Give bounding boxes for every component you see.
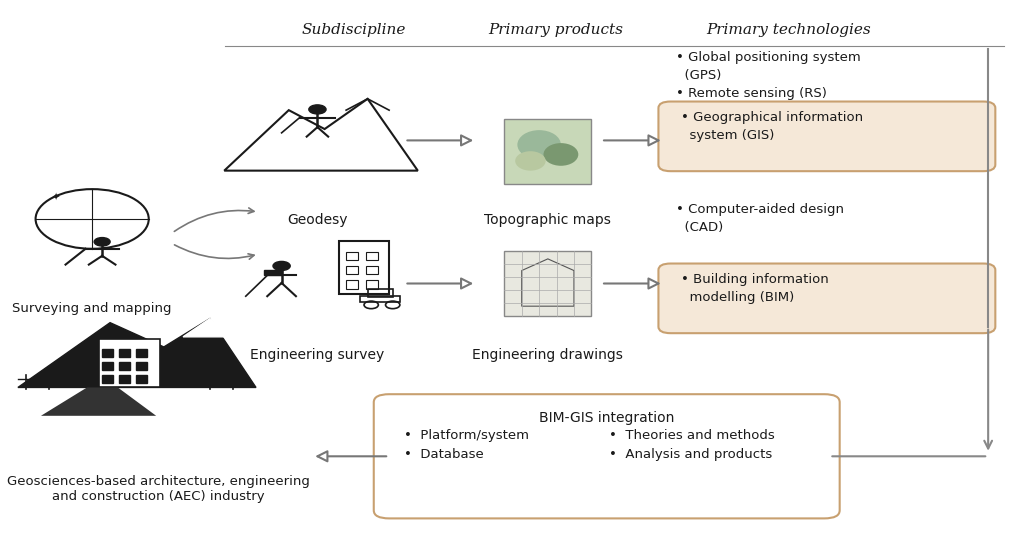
Text: Surveying and mapping: Surveying and mapping bbox=[12, 302, 172, 315]
Text: •  Platform/system
•  Database: • Platform/system • Database bbox=[404, 429, 529, 461]
Ellipse shape bbox=[517, 130, 561, 159]
Bar bbox=[119, 362, 130, 370]
Bar bbox=[102, 362, 113, 370]
FancyBboxPatch shape bbox=[658, 264, 995, 333]
Polygon shape bbox=[183, 319, 237, 337]
Polygon shape bbox=[41, 388, 156, 416]
Text: •  Theories and methods
•  Analysis and products: • Theories and methods • Analysis and pr… bbox=[609, 429, 775, 461]
Bar bbox=[346, 252, 357, 260]
Bar bbox=[264, 270, 282, 275]
Bar bbox=[119, 349, 130, 356]
Text: Engineering survey: Engineering survey bbox=[250, 348, 385, 362]
Text: ✦: ✦ bbox=[51, 193, 59, 203]
Bar bbox=[136, 375, 147, 383]
Text: Geosciences-based architecture, engineering
and construction (AEC) industry: Geosciences-based architecture, engineer… bbox=[7, 475, 310, 503]
Bar bbox=[346, 266, 357, 274]
Ellipse shape bbox=[515, 151, 546, 171]
Circle shape bbox=[309, 105, 326, 114]
Text: • Building information
  modelling (BIM): • Building information modelling (BIM) bbox=[681, 273, 828, 303]
Bar bbox=[136, 362, 147, 370]
Bar bbox=[367, 280, 378, 288]
Circle shape bbox=[94, 238, 111, 246]
Bar bbox=[367, 252, 378, 260]
FancyBboxPatch shape bbox=[658, 102, 995, 171]
Text: Engineering drawings: Engineering drawings bbox=[472, 348, 624, 362]
Text: Primary products: Primary products bbox=[488, 23, 624, 37]
Bar bbox=[368, 289, 393, 298]
Text: Topographic maps: Topographic maps bbox=[484, 213, 611, 227]
Text: Primary technologies: Primary technologies bbox=[707, 23, 870, 37]
Bar bbox=[360, 296, 399, 302]
Circle shape bbox=[273, 261, 290, 271]
Bar bbox=[505, 251, 592, 316]
Bar bbox=[505, 119, 592, 184]
Text: • Global positioning system
  (GPS)
• Remote sensing (RS): • Global positioning system (GPS) • Remo… bbox=[676, 51, 860, 100]
Polygon shape bbox=[18, 319, 256, 388]
Bar bbox=[119, 375, 130, 383]
Text: BIM-GIS integration: BIM-GIS integration bbox=[539, 411, 674, 426]
Bar bbox=[136, 349, 147, 356]
FancyBboxPatch shape bbox=[374, 394, 840, 518]
Text: • Computer-aided design
  (CAD): • Computer-aided design (CAD) bbox=[676, 202, 844, 233]
Bar bbox=[98, 339, 160, 388]
Bar bbox=[102, 375, 113, 383]
Bar bbox=[339, 241, 389, 294]
Bar bbox=[346, 280, 357, 288]
Bar bbox=[367, 266, 378, 274]
Ellipse shape bbox=[544, 143, 579, 166]
Text: Geodesy: Geodesy bbox=[287, 213, 348, 227]
Bar bbox=[102, 349, 113, 356]
Text: • Geographical information
  system (GIS): • Geographical information system (GIS) bbox=[681, 111, 863, 141]
Text: Subdiscipline: Subdiscipline bbox=[301, 23, 406, 37]
